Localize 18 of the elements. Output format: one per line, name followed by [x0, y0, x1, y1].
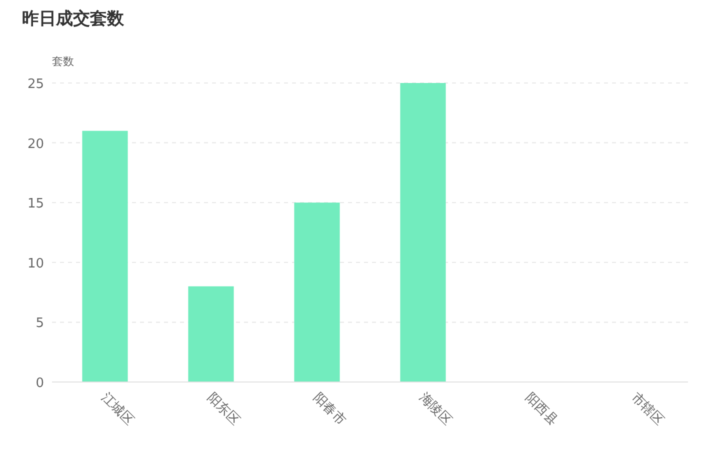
- chart-title: 昨日成交套数: [22, 9, 125, 29]
- y-tick-label: 0: [36, 376, 44, 391]
- bar: [188, 286, 234, 382]
- y-tick-label: 25: [27, 77, 44, 92]
- x-tick-label: 阳西县: [522, 390, 560, 428]
- y-tick-label: 5: [36, 316, 44, 332]
- bar: [82, 130, 128, 382]
- x-tick-label: 阳东区: [204, 390, 242, 428]
- bar: [400, 83, 446, 382]
- x-tick-label: 江城区: [98, 390, 136, 428]
- x-tick-label: 阳春市: [310, 390, 348, 428]
- y-axis-title: 套数: [52, 55, 74, 68]
- y-tick-label: 15: [27, 196, 44, 212]
- x-tick-label: 海陵区: [416, 390, 454, 428]
- x-tick-label: 市辖区: [628, 390, 666, 428]
- y-tick-label: 10: [27, 256, 44, 272]
- y-tick-label: 20: [27, 136, 44, 152]
- bar: [294, 202, 340, 382]
